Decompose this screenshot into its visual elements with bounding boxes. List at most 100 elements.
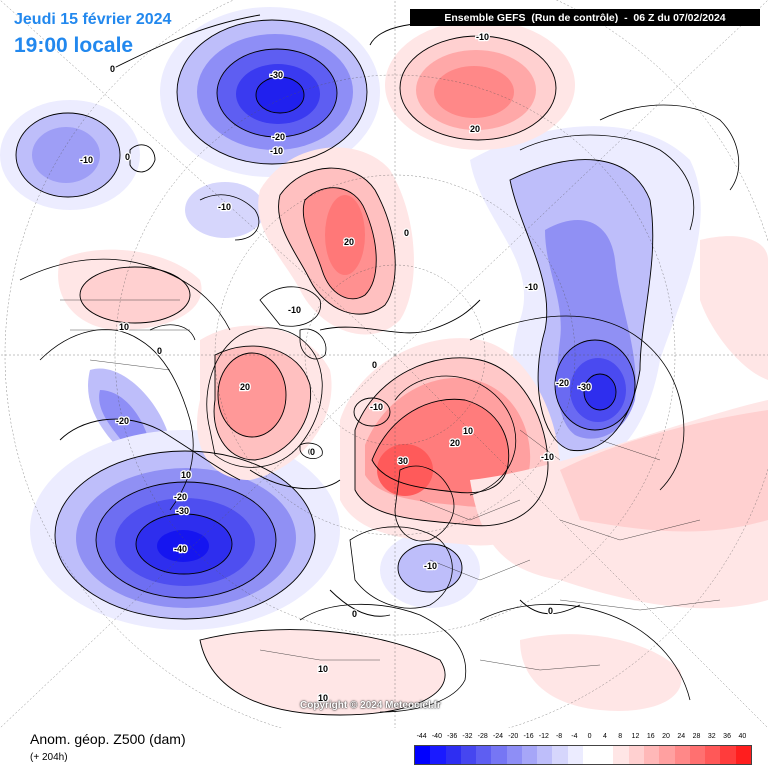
contour-label: 0: [157, 346, 162, 356]
scale-tick-label: 16: [646, 733, 655, 740]
scale-color-cell: [598, 746, 614, 764]
contour-label: 20: [344, 237, 354, 247]
top-high-shading: [385, 20, 575, 150]
contour-label: 10: [318, 693, 328, 703]
arctic-high-shading: [258, 147, 414, 335]
contour-lines: [15, 14, 654, 716]
scale-tick-label: 36: [723, 733, 731, 740]
lead-time: (+ 204h): [30, 752, 68, 763]
contour-label: -10: [370, 402, 383, 412]
scale-color-cell: [705, 746, 721, 764]
scale-tick-label: -16: [523, 733, 534, 740]
coastlines: [19, 104, 740, 713]
contour-label: -10: [525, 282, 538, 292]
scale-tick-label: -32: [462, 733, 473, 740]
scale-color-cell: [537, 746, 553, 764]
scale-tick-label: 24: [677, 733, 686, 740]
contour-label: -30: [176, 506, 189, 516]
contour-label: 0: [372, 360, 377, 370]
copyright-notice: Copyright © 2024 Meteociel.fr: [300, 700, 441, 711]
contour-label: -10: [218, 202, 231, 212]
siberia-low-shading: [470, 126, 701, 470]
scale-color-cell: [430, 746, 446, 764]
scale-color-cell: [689, 746, 706, 764]
borders: [60, 299, 721, 671]
scale-tick-label: 40: [738, 733, 747, 740]
scale-color-cell: [476, 746, 492, 764]
contour-label: 10: [318, 664, 328, 674]
scale-color-cell: [613, 746, 629, 764]
color-scale-labels: -44 -40 -36 -32 -28 -24 -20 -16 -12 -8 -4 0 4 8 12 16 20…: [414, 733, 750, 743]
scale-color-cell: [552, 746, 568, 764]
variable-title: Anom. géop. Z500 (dam): [30, 731, 186, 747]
contour-label: 10: [463, 426, 473, 436]
contour-label: 20: [450, 438, 460, 448]
contour-label: -20: [116, 416, 129, 426]
contour-label: -10: [80, 155, 93, 165]
forecast-time: 19:00 locale: [14, 34, 134, 57]
scale-color-cell: [628, 746, 644, 764]
contour-label: 10: [181, 470, 191, 480]
contour-label: -20: [174, 492, 187, 502]
scale-color-cell: [460, 746, 477, 764]
contour-label: -10: [270, 146, 283, 156]
contour-label: 0: [125, 152, 130, 162]
scale-color-cell: [659, 746, 675, 764]
scale-tick-label: -44: [416, 733, 427, 740]
contour-label: 10: [119, 322, 129, 332]
contour-label: 0: [310, 447, 315, 457]
scale-color-cell: [643, 746, 660, 764]
scale-tick-label: -12: [538, 733, 549, 740]
scale-color-cell: [506, 746, 522, 764]
contour-label: 0: [308, 447, 313, 457]
scale-tick-label: -8: [555, 733, 563, 740]
contour-label: 0: [352, 609, 357, 619]
contour-label: -10: [424, 561, 437, 571]
scale-tick-label: 20: [662, 733, 670, 740]
west-pacific-low-shading: [0, 100, 140, 210]
scale-tick-label: 28: [692, 733, 701, 740]
scale-color-cell: [415, 746, 431, 764]
scale-color-cell: [491, 746, 507, 764]
scale-tick-label: 8: [618, 733, 623, 740]
scale-color-cell: [582, 746, 599, 764]
contour-label: -10: [476, 32, 489, 42]
contour-label: 0: [404, 228, 409, 238]
contour-label: -10: [288, 305, 301, 315]
scale-tick-label: 12: [631, 733, 640, 740]
contour-label: -40: [174, 544, 187, 554]
contour-label: -30: [578, 382, 591, 392]
contour-label: -30: [270, 70, 283, 80]
color-scale: [414, 745, 752, 765]
atlantic-low-shading: [30, 430, 340, 630]
scale-tick-label: -24: [492, 733, 504, 740]
contour-label: -20: [272, 132, 285, 142]
scale-tick-label: -28: [477, 733, 488, 740]
scale-color-cell: [445, 746, 461, 764]
scale-tick-label: -4: [571, 733, 578, 740]
contour-label: 0: [110, 64, 115, 74]
contour-label: 0: [548, 606, 553, 616]
contour-label: 20: [470, 124, 480, 134]
contour-label: -20: [556, 378, 569, 388]
scale-color-cell: [521, 746, 538, 764]
scale-color-cell: [720, 746, 736, 764]
forecast-date: Jeudi 15 février 2024: [14, 11, 172, 28]
geopotential-anomaly-map: -30 -20 -10 0 -10 0 -10 20 -10 20 -10 0 …: [0, 0, 768, 728]
scale-tick-label: 32: [707, 733, 716, 740]
scale-color-cell: [567, 746, 583, 764]
scale-color-cell: [674, 746, 690, 764]
contour-labels: -30 -20 -10 0 -10 0 -10 20 -10 20 -10 0 …: [79, 31, 593, 705]
scale-color-cell: [735, 746, 751, 764]
scale-tick-label: -36: [447, 733, 458, 740]
contour-label: 20: [240, 382, 250, 392]
contour-label: -10: [541, 452, 554, 462]
scale-tick-label: -20: [508, 733, 519, 740]
scale-tick-label: 4: [602, 733, 607, 740]
model-run-info: Ensemble GEFS (Run de contrôle) - 06 Z d…: [410, 9, 760, 26]
scale-tick-label: -40: [431, 733, 442, 740]
pacific-north-low-shading: [160, 7, 380, 177]
scale-tick-label: 0: [587, 733, 592, 740]
contour-label: 30: [398, 456, 408, 466]
